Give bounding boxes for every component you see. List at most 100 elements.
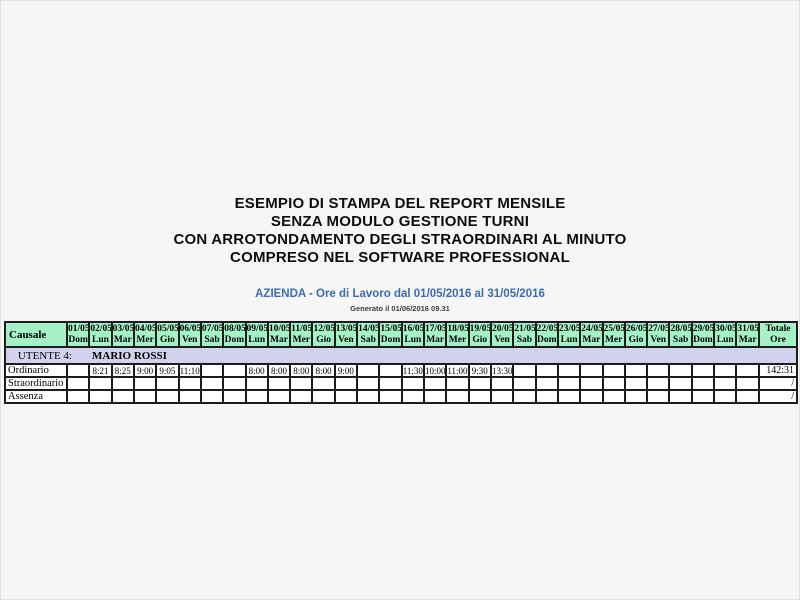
hours-cell <box>356 363 381 378</box>
hours-cell <box>713 363 738 378</box>
hours-cell <box>601 363 626 378</box>
hours-cell <box>690 389 716 404</box>
hours-cell <box>623 389 649 404</box>
day-header: 06/05 Ven <box>177 321 202 348</box>
hours-cell <box>690 363 716 378</box>
row-total: 142:31 <box>758 363 798 378</box>
hours-cell <box>155 389 180 404</box>
day-header: 31/05 Mar <box>735 321 760 348</box>
hours-cell <box>713 389 738 404</box>
hours-cell <box>333 389 359 404</box>
day-header: 05/05 Gio <box>155 321 180 348</box>
hours-cell: 11:10 <box>177 363 202 378</box>
day-header: 09/05 Lun <box>244 321 269 348</box>
hours-cell <box>65 389 91 404</box>
day-header: 10/05 Mar <box>266 321 292 348</box>
day-header: 03/05 Mar <box>110 321 135 348</box>
day-header: 23/05 Lun <box>556 321 582 348</box>
hours-cell <box>132 389 158 404</box>
user-name: MARIO ROSSI <box>92 349 167 362</box>
hours-cell <box>88 389 113 404</box>
day-header: 11/05 Mer <box>289 321 314 348</box>
row-label: Assenza <box>4 389 68 404</box>
hours-cell <box>65 363 91 378</box>
hours-cell <box>333 376 359 391</box>
day-header: 25/05 Mer <box>601 321 626 348</box>
report-title-block: ESEMPIO DI STAMPA DEL REPORT MENSILE SEN… <box>1 1 799 267</box>
hours-cell <box>110 376 135 391</box>
hours-cell <box>400 376 426 391</box>
user-cell: UTENTE 4: MARIO ROSSI <box>4 346 798 365</box>
hours-cell <box>489 389 515 404</box>
hours-cell <box>534 363 559 378</box>
day-header: 20/05 Ven <box>489 321 515 348</box>
report-title-line: CON ARROTONDAMENTO DEGLI STRAORDINARI AL… <box>173 231 627 248</box>
hours-cell <box>199 376 225 391</box>
user-row: UTENTE 4: MARIO ROSSI <box>4 346 798 365</box>
day-header: 19/05 Gio <box>467 321 492 348</box>
hours-cell <box>668 376 693 391</box>
day-header: 14/05 Sab <box>356 321 381 348</box>
hours-cell: 13:30 <box>489 363 515 378</box>
hours-cell <box>177 389 202 404</box>
hours-cell <box>177 376 202 391</box>
hours-cell <box>512 363 537 378</box>
day-header: 13/05 Ven <box>333 321 359 348</box>
hours-cell <box>400 389 426 404</box>
report-subtitle: AZIENDA - Ore di Lavoro dal 01/05/2016 a… <box>255 288 545 300</box>
hours-cell: 10:00 <box>422 363 448 378</box>
day-header: 28/05 Sab <box>668 321 693 348</box>
hours-cell <box>266 376 292 391</box>
hours-cell <box>556 389 582 404</box>
hours-cell <box>623 363 649 378</box>
hours-cell: 8:25 <box>110 363 135 378</box>
hours-cell <box>668 389 693 404</box>
day-header: 30/05 Lun <box>713 321 738 348</box>
hours-cell: 9:05 <box>155 363 180 378</box>
hours-cell <box>266 389 292 404</box>
table-header-row: Causale 01/05 Dom 02/05 Lun 03/05 Mar 04/05 Mer… <box>4 321 798 348</box>
row-total: / <box>758 376 798 391</box>
hours-cell <box>512 376 537 391</box>
day-header: 02/05 Lun <box>88 321 113 348</box>
hours-cell <box>646 389 671 404</box>
causale-row: Assenza / <box>4 389 798 404</box>
hours-cell <box>534 376 559 391</box>
hours-cell <box>311 389 336 404</box>
hours-cell <box>422 376 448 391</box>
hours-cell: 8:21 <box>88 363 113 378</box>
hours-cell <box>378 389 403 404</box>
hours-cell <box>378 363 403 378</box>
hours-cell <box>88 376 113 391</box>
day-header: 18/05 Mer <box>445 321 470 348</box>
hours-cell <box>601 376 626 391</box>
day-header: 07/05 Sab <box>199 321 225 348</box>
causale-header: Causale <box>4 321 68 348</box>
day-header: 15/05 Dom <box>378 321 403 348</box>
hours-cell: 8:00 <box>289 363 314 378</box>
hours-cell <box>445 376 470 391</box>
day-header: 12/05 Gio <box>311 321 336 348</box>
hours-cell: 9:00 <box>132 363 158 378</box>
hours-cell <box>356 376 381 391</box>
hours-cell <box>534 389 559 404</box>
hours-cell <box>132 376 158 391</box>
hours-cell <box>489 376 515 391</box>
hours-cell: 11:00 <box>445 363 470 378</box>
row-total: / <box>758 389 798 404</box>
hours-cell: 9:30 <box>467 363 492 378</box>
day-header: 29/05 Dom <box>690 321 716 348</box>
day-header: 01/05 Dom <box>65 321 91 348</box>
hours-cell <box>579 363 604 378</box>
hours-cell <box>690 376 716 391</box>
hours-cell <box>110 389 135 404</box>
day-header: 27/05 Ven <box>646 321 671 348</box>
hours-table: Causale 01/05 Dom 02/05 Lun 03/05 Mar 04/05 Mer… <box>4 321 798 404</box>
hours-cell: 8:00 <box>244 363 269 378</box>
hours-cell <box>735 376 760 391</box>
hours-cell <box>467 389 492 404</box>
row-label: Ordinario <box>4 363 68 378</box>
row-label: Straordinario <box>4 376 68 391</box>
report-title-line: ESEMPIO DI STAMPA DEL REPORT MENSILE <box>234 195 566 212</box>
